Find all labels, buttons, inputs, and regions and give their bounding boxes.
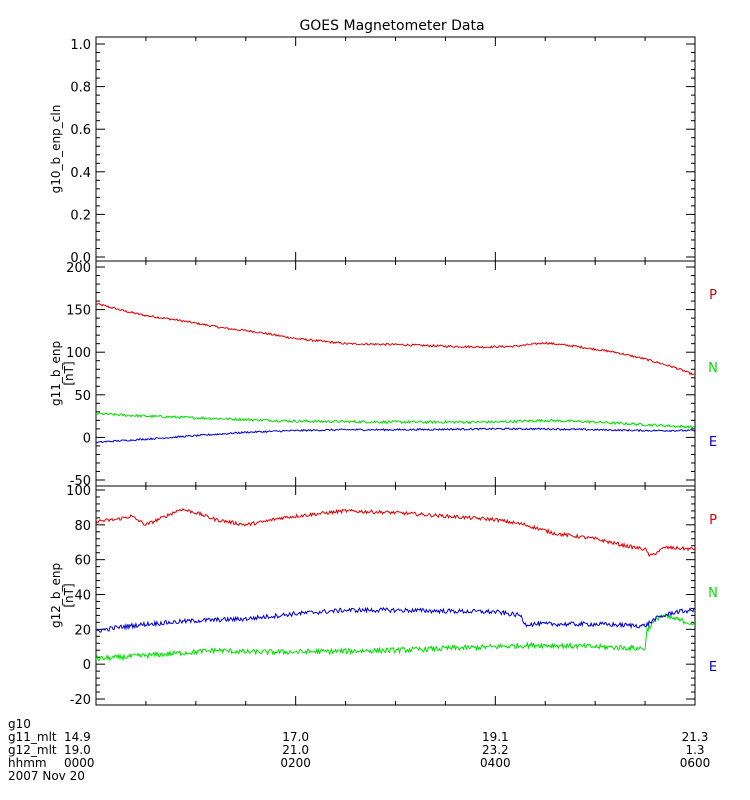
y-tick-label: 1.0: [70, 38, 91, 53]
y-tick-label: 200: [66, 261, 91, 276]
y-tick-label: 50: [74, 389, 91, 404]
series-line-e: [96, 606, 695, 633]
y-tick-label: 0: [83, 431, 91, 446]
x-tick-label: 0600: [680, 756, 711, 770]
x-tick-label: 23.2: [482, 743, 509, 757]
x-row-label: hhmm: [8, 756, 47, 770]
panel-frame: [95, 260, 696, 487]
x-tick-label: 0400: [480, 756, 511, 770]
y-tick-label: 100: [66, 346, 91, 361]
y-tick-label: -20: [70, 693, 91, 708]
panel-1: 0.0 0.2 0.4 0.6 0.8 1.0 g10_b_enp_cln: [49, 36, 696, 266]
date-label: 2007 Nov 20: [8, 769, 85, 783]
x-tick-label: 1.3: [685, 743, 704, 757]
x-row-label: g11_mlt: [8, 730, 57, 744]
legend-label-p: P: [709, 513, 717, 528]
series-line-p: [96, 302, 695, 376]
panel-3: -20 0 20 40 60 80 100 g12_b_enp [nT] P N E: [49, 484, 718, 708]
y-tick-label: 0.4: [70, 166, 91, 181]
x-row-label: g12_mlt: [8, 743, 57, 757]
y-axis-label: g10_b_enp_cln: [49, 105, 63, 194]
y-tick-label: 40: [74, 589, 91, 604]
x-tick-label: 0200: [280, 756, 311, 770]
x-tick-label: 17.0: [282, 730, 309, 744]
legend-label-n: N: [708, 361, 718, 376]
y-tick-label: 0.8: [70, 81, 91, 96]
x-row-label: g10: [8, 717, 31, 731]
panel-frame: [95, 36, 696, 262]
y-tick-label: 80: [74, 519, 91, 534]
panels: 0.0 0.2 0.4 0.6 0.8 1.0 g10_b_enp_cln -50 0 50 100…: [49, 36, 718, 708]
y-tick-label: 150: [66, 304, 91, 319]
y-axis-unit: [nT]: [62, 583, 76, 607]
y-axis-label: g11_b_enp: [49, 341, 63, 406]
y-tick-label: -50: [70, 474, 91, 489]
series-line-p: [96, 507, 695, 557]
panel-2: -50 0 50 100 150 200 g11_b_enp [nT] P N E: [49, 260, 718, 489]
chart-title: GOES Magnetometer Data: [299, 18, 484, 34]
y-tick-label: 0.6: [70, 123, 91, 138]
x-tick-label: 19.1: [482, 730, 509, 744]
x-tick-label: 21.0: [282, 743, 309, 757]
legend-label-n: N: [708, 586, 718, 601]
x-tick-label: 19.0: [64, 743, 91, 757]
legend-label-e: E: [709, 435, 717, 450]
y-tick-label: 0.2: [70, 208, 91, 223]
series-line-n: [96, 411, 695, 430]
y-tick-label: 20: [74, 623, 91, 638]
series-line-e: [96, 427, 695, 444]
x-tick-label: 0000: [64, 756, 95, 770]
legend-label-p: P: [709, 288, 717, 303]
series-line-n: [96, 613, 695, 662]
x-tick-label: 14.9: [64, 730, 91, 744]
legend-label-e: E: [709, 660, 717, 675]
x-tick-label: 21.3: [682, 730, 709, 744]
y-tick-label: 0.0: [70, 251, 91, 266]
y-tick-label: 60: [74, 554, 91, 569]
y-tick-label: 100: [66, 484, 91, 499]
y-tick-label: 0: [83, 658, 91, 673]
panel-frame: [95, 485, 696, 706]
y-axis-label: g12_b_enp: [49, 563, 63, 628]
y-axis-unit: [nT]: [62, 361, 76, 385]
